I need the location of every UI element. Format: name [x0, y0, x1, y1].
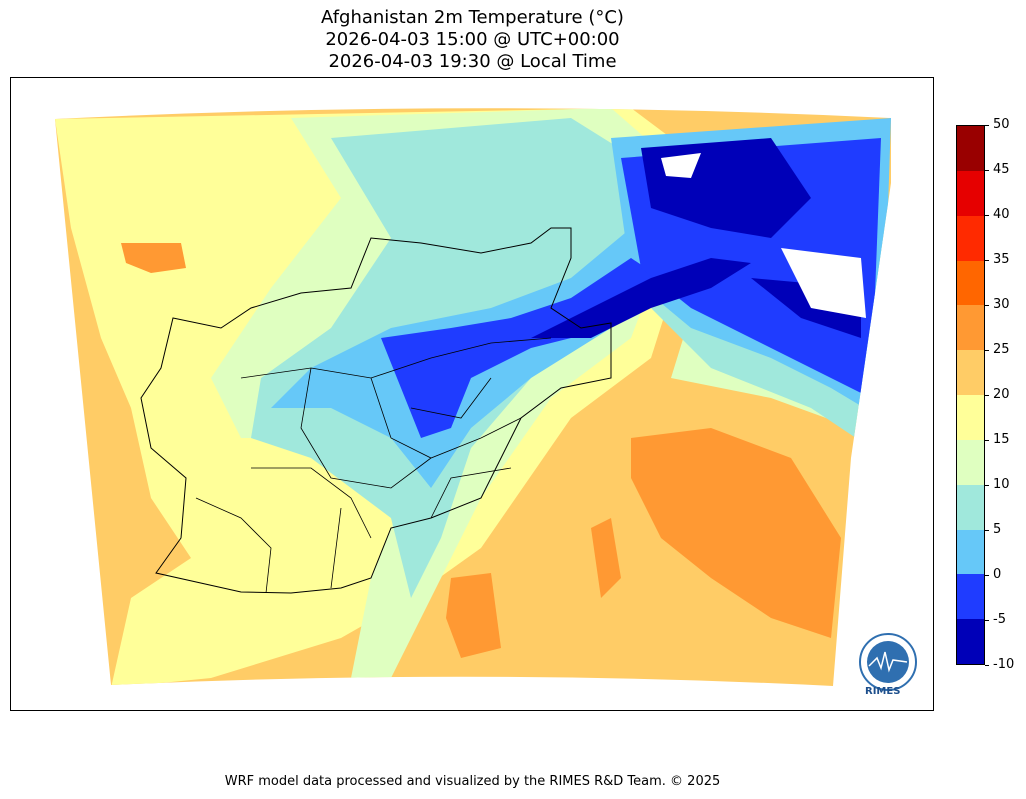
colorbar-bin-25-30 — [957, 305, 984, 351]
colorbar-tick-mark — [985, 350, 989, 351]
title-line-1: Afghanistan 2m Temperature (°C) — [321, 7, 624, 28]
colorbar-tick-mark — [985, 530, 989, 531]
colorbar-bin-40-45 — [957, 170, 984, 217]
colorbar-bin-45-50 — [957, 126, 984, 172]
colorbar — [956, 125, 985, 665]
colorbar-tick-label: 30 — [993, 297, 1010, 312]
colorbar-tick-mark — [985, 170, 989, 171]
field-25-30-patch — [446, 573, 501, 658]
map-panel — [10, 77, 934, 711]
colorbar-tick-label: 15 — [993, 432, 1010, 447]
rimes-logo-icon — [859, 633, 917, 691]
colorbar-tick-mark — [985, 125, 989, 126]
colorbar-bin-5-10 — [957, 484, 984, 530]
field-25-30-south — [631, 428, 841, 638]
colorbar-tick-mark — [985, 440, 989, 441]
colorbar-bin-0-5 — [957, 529, 984, 575]
colorbar-tick-mark — [985, 485, 989, 486]
no-data-patch-east — [781, 248, 866, 318]
colorbar-bin--5-0 — [957, 574, 984, 620]
colorbar-tick-label: -10 — [993, 657, 1015, 672]
colorbar-tick-label: 5 — [993, 522, 1002, 537]
colorbar-tick-label: 40 — [993, 207, 1010, 222]
footer-credit: WRF model data processed and visualized … — [224, 774, 721, 789]
colorbar-bin-20-25 — [957, 350, 984, 396]
field-25-30-patch-2 — [591, 518, 621, 598]
temperature-map — [55, 108, 891, 687]
colorbar-tick-mark — [985, 620, 989, 621]
colorbar-tick-label: -5 — [993, 612, 1006, 627]
colorbar-tick-mark — [985, 575, 989, 576]
colorbar-tick-label: 35 — [993, 252, 1010, 267]
colorbar-tick-label: 50 — [993, 117, 1010, 132]
colorbar-tick-mark — [985, 215, 989, 216]
colorbar-bin-35-40 — [957, 215, 984, 261]
colorbar-tick-label: 10 — [993, 477, 1010, 492]
colorbar-bin-10-15 — [957, 439, 984, 486]
colorbar-tick-mark — [985, 260, 989, 261]
title-line-2: 2026-04-03 15:00 @ UTC+00:00 — [325, 29, 620, 50]
rimes-logo — [855, 632, 921, 698]
field-minus5-0 — [381, 258, 661, 438]
field-25-30-west — [121, 243, 186, 273]
colorbar-tick-mark — [985, 305, 989, 306]
colorbar-tick-label: 25 — [993, 342, 1010, 357]
province-borders — [195, 337, 552, 594]
colorbar-tick-label: 45 — [993, 162, 1010, 177]
country-border — [140, 227, 612, 594]
colorbar-tick-label: 20 — [993, 387, 1010, 402]
colorbar-bin-30-35 — [957, 260, 984, 306]
colorbar-tick-mark — [985, 395, 989, 396]
colorbar-tick-mark — [985, 665, 989, 666]
map-title: Afghanistan 2m Temperature (°C) 2026-04-… — [10, 7, 935, 73]
title-line-3: 2026-04-03 19:30 @ Local Time — [328, 51, 617, 72]
no-data-patch — [661, 153, 701, 178]
colorbar-bin-15-20 — [957, 395, 984, 441]
colorbar-bin--10--5 — [957, 619, 984, 665]
colorbar-tick-label: 0 — [993, 567, 1002, 582]
field-minus10-minus5 — [531, 258, 751, 338]
logo-text: RIMES — [865, 686, 901, 697]
